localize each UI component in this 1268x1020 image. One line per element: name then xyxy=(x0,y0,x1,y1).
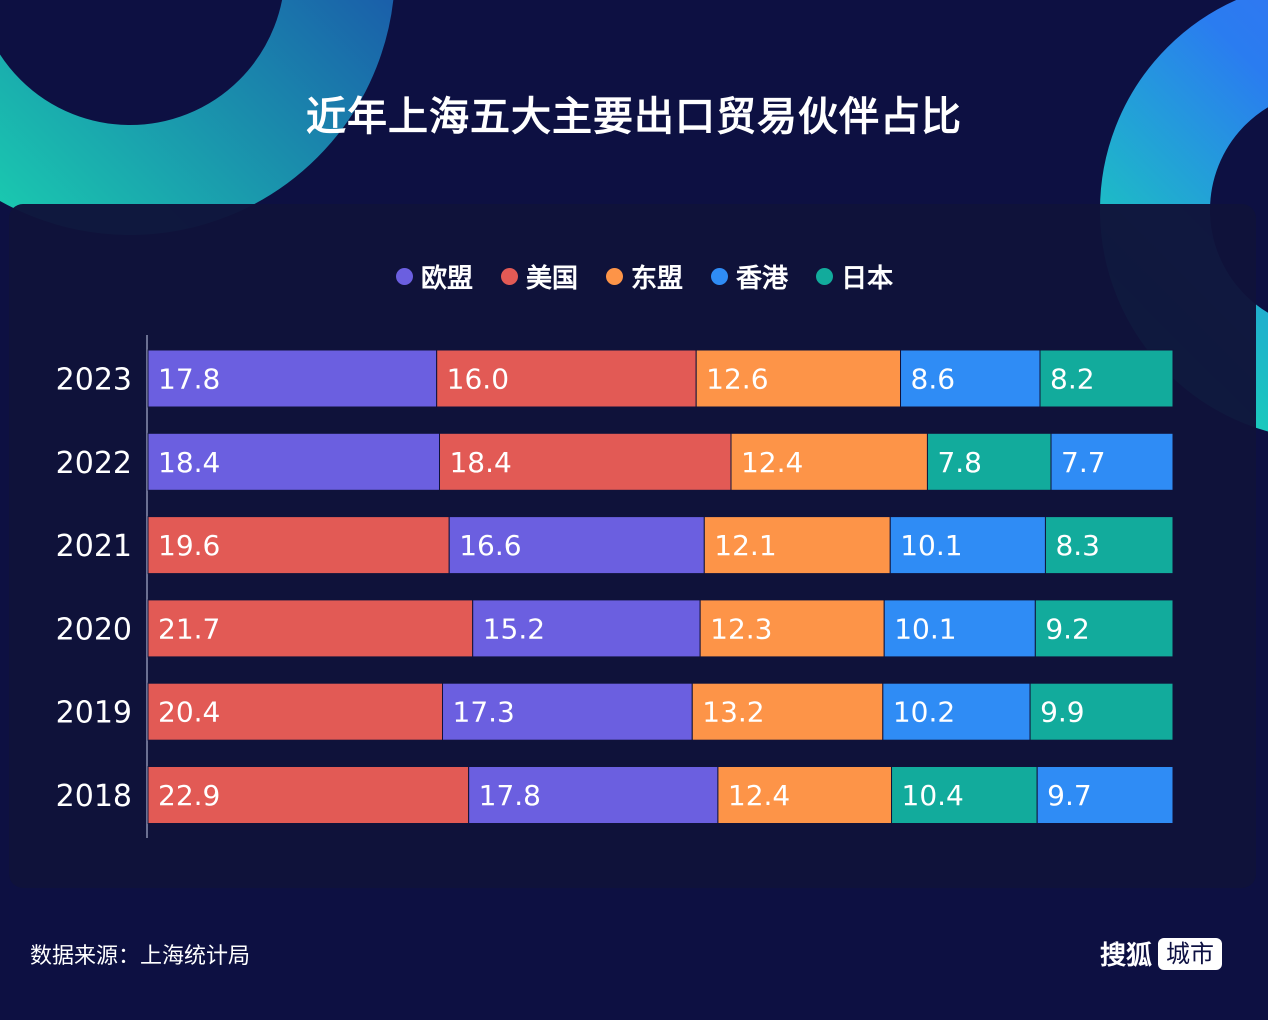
data-label: 9.2 xyxy=(1045,612,1090,645)
data-label: 12.4 xyxy=(728,779,790,812)
bar-segment xyxy=(1039,349,1174,408)
data-label: 10.2 xyxy=(893,696,955,729)
data-label: 9.9 xyxy=(1040,696,1085,729)
data-label: 18.4 xyxy=(449,446,511,479)
data-label: 17.3 xyxy=(453,696,515,729)
legend-item-hk: 香港 xyxy=(711,258,788,295)
data-label: 12.4 xyxy=(741,446,803,479)
data-label: 20.4 xyxy=(158,696,220,729)
legend-dot xyxy=(501,268,519,285)
bar-segment xyxy=(442,682,693,741)
bar-segment xyxy=(703,516,891,575)
bar-segment xyxy=(889,516,1046,575)
bar-segment xyxy=(147,349,438,408)
bar-segment xyxy=(438,432,732,491)
legend-dot xyxy=(711,268,729,285)
bar-segment xyxy=(1029,682,1174,741)
data-label: 7.8 xyxy=(937,446,982,479)
logo-text: 搜狐 xyxy=(1100,941,1153,971)
bar-segment xyxy=(448,516,705,575)
y-tick-label: 2023 xyxy=(56,363,132,398)
data-label: 19.6 xyxy=(158,529,220,562)
data-label: 17.8 xyxy=(158,363,220,396)
legend-label: 东盟 xyxy=(631,264,684,294)
data-label: 16.0 xyxy=(447,363,509,396)
legend: 欧盟 美国 东盟 香港 日本 xyxy=(396,258,893,295)
bar-segment xyxy=(147,516,450,575)
bar-segment xyxy=(882,682,1031,741)
data-label: 8.6 xyxy=(911,363,956,396)
bar-segment xyxy=(147,682,444,741)
decorative-ring-left xyxy=(0,0,394,235)
bar-segment xyxy=(717,766,893,824)
legend-label: 欧盟 xyxy=(421,264,474,294)
legend-item-asean: 东盟 xyxy=(606,258,683,295)
data-label: 8.2 xyxy=(1050,363,1095,396)
data-label: 21.7 xyxy=(158,612,220,645)
y-tick-label: 2021 xyxy=(56,529,132,564)
data-source: 数据来源：上海统计局 xyxy=(30,944,251,969)
legend-label: 美国 xyxy=(526,264,579,294)
bar-segment xyxy=(1034,599,1174,658)
bar-segment xyxy=(926,432,1052,491)
legend-item-us: 美国 xyxy=(501,258,578,295)
legend-item-eu: 欧盟 xyxy=(396,258,473,295)
bar-segment xyxy=(1044,516,1174,575)
bar-segment xyxy=(695,349,902,408)
data-label: 9.7 xyxy=(1047,779,1092,812)
bar-segment xyxy=(472,599,701,658)
bar-segment xyxy=(1036,766,1174,824)
bar-segment xyxy=(699,599,885,658)
bar-segment xyxy=(900,349,1041,408)
bar-segment xyxy=(147,599,474,658)
legend-dot xyxy=(396,268,413,285)
data-label: 10.1 xyxy=(900,529,962,562)
logo-box: 城市 xyxy=(1158,937,1223,970)
data-label: 15.2 xyxy=(483,612,545,645)
data-label: 7.7 xyxy=(1061,446,1106,479)
bar-segment xyxy=(147,766,470,824)
data-label: 18.4 xyxy=(158,446,220,479)
legend-label: 日本 xyxy=(841,264,894,294)
legend-label: 香港 xyxy=(736,264,789,294)
data-label: 12.3 xyxy=(710,612,772,645)
y-tick-label: 2018 xyxy=(56,779,132,814)
legend-dot xyxy=(606,268,624,285)
bar-segment xyxy=(691,682,884,741)
data-label: 22.9 xyxy=(158,779,220,812)
data-label: 17.8 xyxy=(479,779,541,812)
bar-segment xyxy=(883,599,1036,658)
bar-segment xyxy=(1050,432,1174,491)
bar-segment xyxy=(730,432,928,491)
y-tick-label: 2019 xyxy=(56,696,132,731)
data-label: 12.1 xyxy=(714,529,776,562)
chart-title: 近年上海五大主要出口贸易伙伴占比 xyxy=(306,94,962,140)
data-label: 16.6 xyxy=(459,529,521,562)
bar-segment xyxy=(891,766,1038,824)
y-tick-label: 2022 xyxy=(56,446,132,481)
data-label: 8.3 xyxy=(1055,529,1100,562)
data-label: 12.6 xyxy=(706,363,768,396)
data-label: 10.1 xyxy=(894,612,956,645)
data-label: 13.2 xyxy=(702,696,764,729)
y-tick-label: 2020 xyxy=(56,612,132,647)
legend-item-japan: 日本 xyxy=(816,258,893,295)
data-label: 10.4 xyxy=(902,779,964,812)
sohu-logo: 搜狐 城市 xyxy=(1100,935,1223,972)
legend-dot xyxy=(816,268,834,285)
